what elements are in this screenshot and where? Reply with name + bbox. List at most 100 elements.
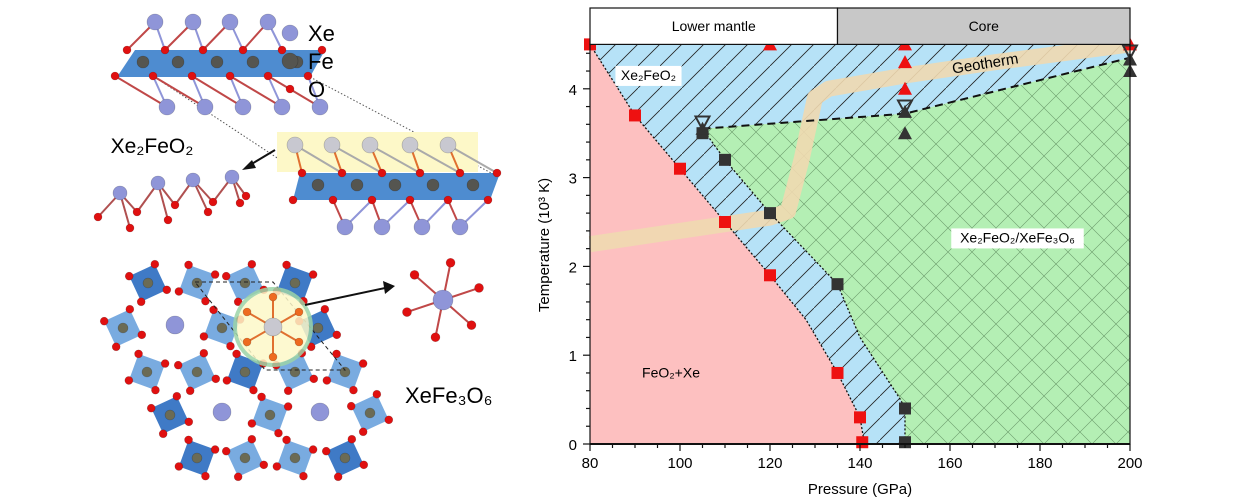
o-atom (445, 257, 456, 268)
y-tick-label: 3 (569, 171, 577, 188)
fe-atom (142, 277, 154, 289)
o-atom (199, 332, 209, 341)
o-atom (125, 304, 135, 314)
xe-atom (432, 289, 454, 311)
bond (152, 75, 206, 108)
o-atom (125, 223, 135, 233)
legend-label: Xe (308, 21, 335, 46)
o-atom (99, 316, 109, 326)
arrow-line (249, 149, 276, 166)
o-atom (201, 471, 210, 481)
fe-atom (191, 277, 203, 289)
o-atom (349, 385, 358, 395)
xe-atom (273, 98, 291, 116)
o-atom (124, 271, 134, 281)
x-axis-label: Pressure (GPa) (808, 481, 912, 498)
x-tick-label: 180 (1027, 455, 1052, 472)
o-atom (359, 460, 369, 470)
o-atom (283, 386, 293, 396)
data-point-square (764, 269, 776, 282)
o-atom (184, 417, 194, 427)
o-atom (367, 195, 377, 205)
data-point-square (674, 162, 686, 175)
bond (191, 75, 244, 108)
o-atom (150, 259, 160, 269)
o-atom (184, 435, 193, 445)
bond (409, 144, 461, 174)
o-atom (328, 195, 338, 205)
o-atom (225, 71, 235, 81)
phase-boundary-dotted (701, 128, 906, 444)
o-atom (160, 359, 170, 368)
o-atom (172, 391, 182, 401)
o-atom (110, 71, 120, 81)
data-point-square (856, 436, 869, 449)
xe-atom (413, 218, 431, 236)
data-point-square (764, 207, 776, 220)
o-atom (134, 349, 143, 359)
o-atom (146, 403, 156, 413)
fe-atom (191, 366, 203, 378)
fe-atom (216, 322, 228, 334)
o-atom (358, 359, 368, 368)
o-atom (238, 45, 248, 55)
x-tick-label: 80 (582, 455, 599, 472)
x-tick-label: 140 (847, 455, 872, 472)
zone-box (589, 7, 839, 46)
xe-atom (184, 13, 202, 31)
fe-atom (466, 178, 480, 192)
bond (114, 75, 168, 108)
fe-atom (117, 322, 129, 334)
bond (267, 75, 321, 108)
o-atom (274, 428, 283, 438)
xe-atom (112, 185, 128, 201)
o-atom (221, 271, 231, 281)
region-label-bg (951, 228, 1084, 249)
xe-atom (212, 402, 232, 422)
o-atom (455, 168, 465, 178)
o-atom (405, 195, 415, 205)
data-point-triangle (898, 81, 912, 95)
xe-atom-highlighted (286, 136, 304, 154)
fe-atom (164, 409, 176, 421)
fe-atom (191, 452, 203, 464)
xe-atom (224, 169, 240, 185)
o-atom (174, 462, 184, 471)
fe-atom (388, 178, 402, 192)
fe-atom (141, 366, 153, 378)
region-label: FeO₂+Xe (642, 364, 700, 380)
o-atom (299, 471, 308, 481)
o-atom (242, 337, 252, 347)
region-label-bg (615, 65, 682, 86)
o-atom (282, 435, 291, 445)
fe-atom (239, 366, 251, 378)
data-point-square (899, 436, 911, 449)
o-atom (222, 376, 232, 385)
o-atom (282, 260, 291, 270)
o-atom (268, 292, 278, 302)
legend-label: Fe (308, 49, 334, 74)
xe-atom (165, 315, 185, 335)
o-atom (203, 207, 213, 217)
fe-atom (312, 322, 324, 334)
o-atom (332, 330, 342, 340)
o-atom (321, 446, 331, 456)
o-atom (247, 434, 257, 444)
fe-atom (289, 277, 301, 289)
xe-atom-highlighted (439, 136, 457, 154)
data-point-square (854, 411, 866, 424)
o-atom (483, 195, 493, 205)
o-atom (303, 71, 313, 81)
o-atom (277, 45, 287, 55)
o-atom (372, 389, 382, 399)
o-atom (170, 200, 180, 210)
o-atom (249, 385, 258, 395)
structure-label-framework: XeFe₃O₆ (405, 383, 493, 408)
o-atom (132, 207, 142, 217)
o-atom (136, 297, 146, 307)
legend-o-icon (285, 84, 295, 94)
o-atom (173, 360, 183, 370)
o-atom (174, 287, 184, 296)
o-atom (148, 71, 158, 81)
o-atom (221, 446, 231, 456)
